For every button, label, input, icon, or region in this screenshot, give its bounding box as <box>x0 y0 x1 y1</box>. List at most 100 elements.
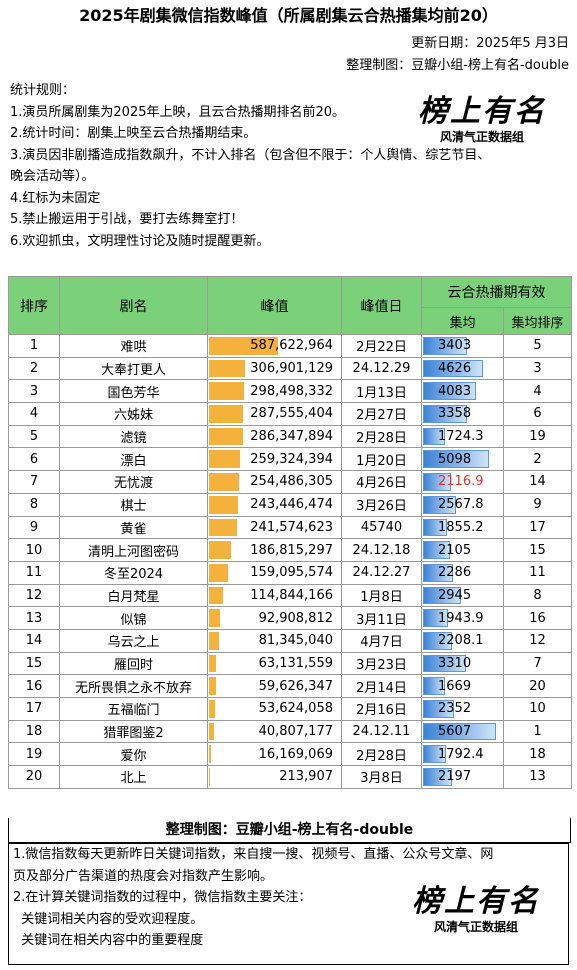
row-avg: 2197 <box>421 765 504 789</box>
row-peak: 16,169,069 <box>207 742 342 767</box>
peak-bar <box>209 609 220 627</box>
row-peak-day: 1月20日 <box>341 447 422 472</box>
row-avg: 1724.3 <box>421 424 504 449</box>
row-rank: 7 <box>8 470 60 494</box>
row-rank: 12 <box>8 583 60 608</box>
peak-value: 114,844,166 <box>250 587 333 603</box>
rule-line: 2.统计时间：剧集上映至云合热播期结束。 <box>10 126 257 141</box>
row-peak-day: 2月16日 <box>341 697 422 721</box>
row-name: 六姊妹 <box>59 402 208 426</box>
header-yunhe: 云合热播期有效 <box>421 276 572 308</box>
row-peak-day: 1月13日 <box>341 379 422 404</box>
row-peak: 306,901,129 <box>207 356 342 381</box>
avg-value: 1724.3 <box>438 429 484 445</box>
logo-sub: 风清气正数据组 <box>439 130 524 144</box>
row-avg: 1669 <box>421 674 504 698</box>
row-name: 白月梵星 <box>59 583 208 608</box>
avg-value: 3358 <box>438 406 472 422</box>
row-avg-rank: 3 <box>503 356 572 381</box>
row-rank: 10 <box>8 538 60 562</box>
row-peak: 81,345,040 <box>207 628 342 653</box>
row-avg-rank: 16 <box>503 606 572 630</box>
avg-bar <box>423 450 490 469</box>
peak-bar <box>209 382 245 401</box>
row-peak: 59,626,347 <box>207 674 342 698</box>
row-peak: 259,324,394 <box>207 447 342 472</box>
row-peak: 243,446,474 <box>207 492 342 517</box>
rule-line: 4.红标为未固定 <box>10 190 101 206</box>
peak-value: 286,347,894 <box>250 429 333 445</box>
row-peak: 241,574,623 <box>207 515 342 540</box>
footer-line: 关键词在相关内容中的重要程度 <box>13 933 204 948</box>
header-avg-rank: 集均排序 <box>503 307 572 335</box>
peak-value: 587,622,964 <box>250 338 333 354</box>
peak-bar <box>209 768 210 786</box>
row-avg-rank: 19 <box>503 424 572 449</box>
row-avg: 2105 <box>421 538 504 562</box>
row-peak-day: 2月28日 <box>341 424 422 449</box>
footer-logo: 榜上有名 风清气正数据组 <box>412 876 540 935</box>
table-row: 10 清明上河图密码 186,815,297 24.12.18 2105 15 <box>8 538 572 562</box>
avg-bar <box>423 359 484 378</box>
peak-value: 254,486,305 <box>250 474 333 490</box>
row-peak-day: 24.12.27 <box>341 560 422 585</box>
row-peak-day: 3月23日 <box>341 651 422 676</box>
peak-bar <box>209 541 231 559</box>
peak-bar <box>209 337 279 355</box>
table-row: 2 大奉打更人 306,901,129 24.12.29 4626 3 <box>8 356 572 381</box>
row-avg: 3310 <box>421 651 504 676</box>
avg-bar <box>423 722 496 741</box>
peak-value: 40,807,177 <box>258 724 333 740</box>
table-row: 14 乌云之上 81,345,040 4月7日 2208.1 12 <box>8 628 572 653</box>
row-rank: 2 <box>8 356 60 381</box>
row-peak: 287,555,404 <box>207 402 342 426</box>
row-rank: 6 <box>8 447 60 472</box>
row-peak: 186,815,297 <box>207 538 342 562</box>
avg-value: 1943.9 <box>438 610 484 626</box>
rules-block: 统计规则： 1.演员所属剧集为2025年上映，且云合热播期排名前20。 2.统计… <box>10 80 570 252</box>
footer-line: 页及部分广告渠道的热度会对指数产生影响。 <box>13 868 274 884</box>
row-peak: 40,807,177 <box>207 719 342 744</box>
table-row: 17 五福临门 53,624,058 2月16日 2352 10 <box>8 697 572 721</box>
ranking-table: 排序 剧名 峰值 峰值日 云合热播期有效 集均 集均排序 1 难哄 587,622,… <box>8 276 572 789</box>
row-avg-rank: 17 <box>503 515 572 540</box>
table-row: 11 冬至2024 159,095,574 24.12.27 2286 11 <box>8 560 572 585</box>
header-name: 剧名 <box>59 276 208 335</box>
peak-bar <box>209 563 228 582</box>
row-peak-day: 4月7日 <box>341 628 422 653</box>
peak-bar <box>209 473 239 491</box>
row-peak: 159,095,574 <box>207 560 342 585</box>
row-peak: 587,622,964 <box>207 334 342 358</box>
table-row: 18 猎罪图鉴2 40,807,177 24.12.11 5607 1 <box>8 719 572 744</box>
avg-bar <box>423 541 451 559</box>
table-row: 4 六姊妹 287,555,404 2月27日 3358 6 <box>8 402 572 426</box>
row-avg-rank: 15 <box>503 538 572 562</box>
avg-bar <box>423 405 467 423</box>
row-avg-rank: 5 <box>503 334 572 358</box>
peak-bar <box>209 427 243 446</box>
table-row: 3 国色芳华 298,498,332 1月13日 4083 4 <box>8 379 572 404</box>
table-row: 13 似锦 92,908,812 3月11日 1943.9 16 <box>8 606 572 630</box>
row-rank: 19 <box>8 742 60 767</box>
row-peak: 213,907 <box>207 765 342 789</box>
avg-value: 2286 <box>438 565 472 581</box>
avg-bar <box>423 631 452 650</box>
avg-value: 2945 <box>438 587 472 603</box>
row-avg: 2945 <box>421 583 504 608</box>
row-avg-rank: 1 <box>503 719 572 744</box>
avg-bar <box>423 382 477 401</box>
avg-bar <box>423 518 448 537</box>
row-name: 漂白 <box>59 447 208 472</box>
peak-bar <box>209 405 243 423</box>
row-avg: 5098 <box>421 447 504 472</box>
row-name: 五福临门 <box>59 697 208 721</box>
avg-value: 1855.2 <box>438 519 484 535</box>
header-peak-day: 峰值日 <box>341 276 422 335</box>
peak-bar <box>209 359 246 378</box>
row-name: 棋士 <box>59 492 208 517</box>
row-avg-rank: 18 <box>503 742 572 767</box>
peak-value: 243,446,474 <box>250 497 333 513</box>
row-avg-rank: 10 <box>503 697 572 721</box>
row-name: 猎罪图鉴2 <box>59 719 208 744</box>
